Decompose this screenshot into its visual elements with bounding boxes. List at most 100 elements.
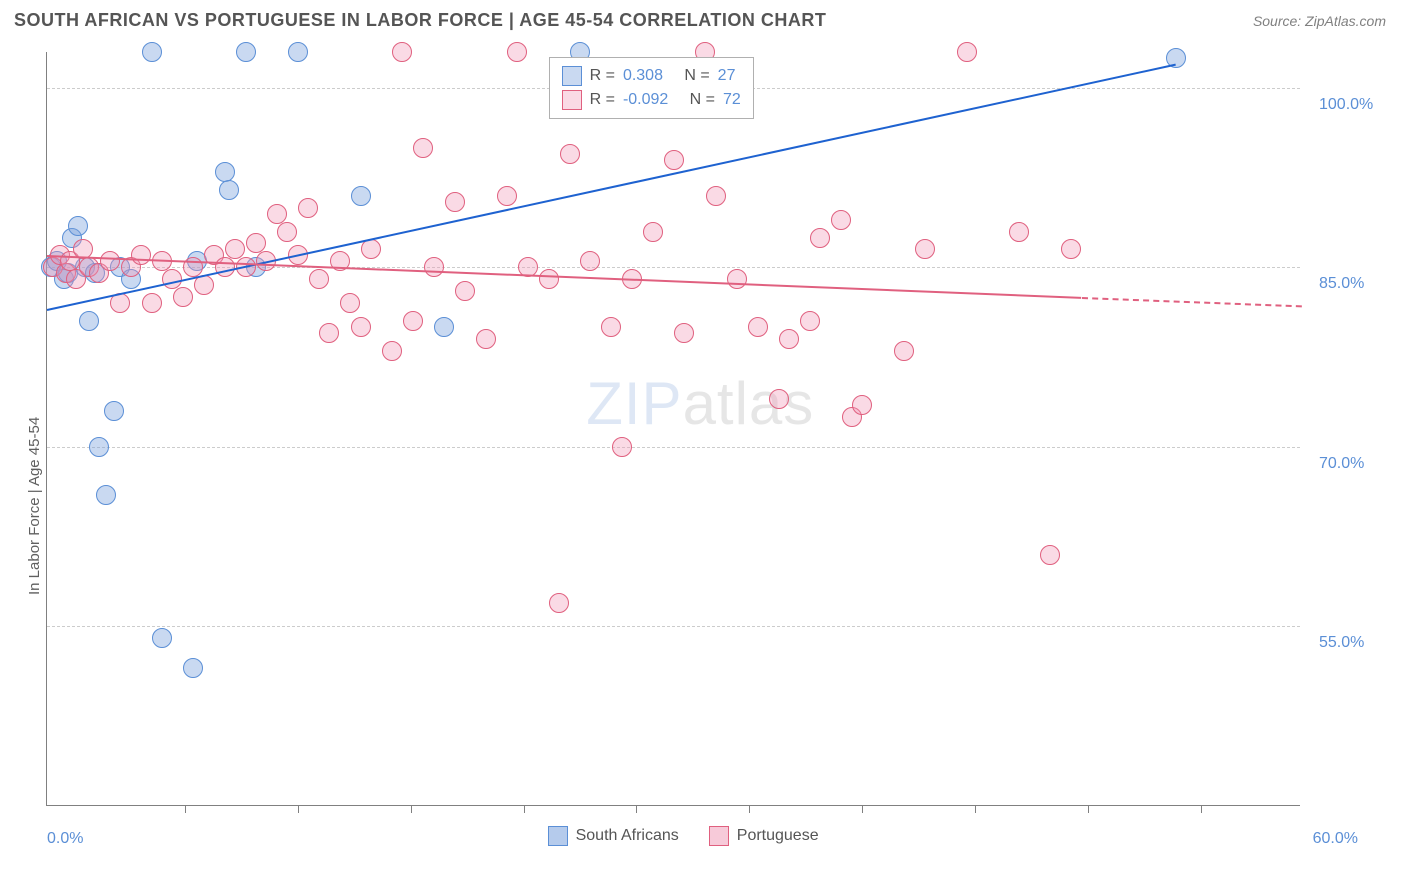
data-point	[225, 239, 245, 259]
data-point	[674, 323, 694, 343]
y-tick-label: 85.0%	[1319, 275, 1364, 293]
data-point	[319, 323, 339, 343]
data-point	[142, 42, 162, 62]
y-axis-title: In Labor Force | Age 45-54	[26, 417, 43, 595]
data-point	[131, 245, 151, 265]
data-point	[173, 287, 193, 307]
data-point	[183, 658, 203, 678]
legend-item: Portuguese	[709, 826, 819, 846]
legend-label: South Africans	[576, 827, 679, 845]
series-swatch	[562, 66, 582, 86]
data-point	[351, 186, 371, 206]
x-tick	[524, 805, 525, 813]
data-point	[413, 138, 433, 158]
data-point	[852, 395, 872, 415]
legend-item: South Africans	[548, 826, 679, 846]
stats-n-label: N =	[671, 67, 710, 85]
data-point	[580, 251, 600, 271]
data-point	[142, 293, 162, 313]
data-point	[539, 269, 559, 289]
series-swatch	[562, 90, 582, 110]
series-legend: South Africans Portuguese	[548, 826, 819, 846]
legend-label: Portuguese	[737, 827, 819, 845]
stats-r-label: R =	[590, 67, 615, 85]
stats-r-label: R =	[590, 91, 615, 109]
data-point	[246, 233, 266, 253]
data-point	[915, 239, 935, 259]
stats-r-value: -0.092	[623, 91, 668, 109]
stats-row: R = -0.092 N = 72	[562, 88, 741, 112]
x-tick	[1088, 805, 1089, 813]
data-point	[455, 281, 475, 301]
legend-swatch	[709, 826, 729, 846]
data-point	[549, 593, 569, 613]
x-tick	[298, 805, 299, 813]
data-point	[507, 42, 527, 62]
data-point	[560, 144, 580, 164]
stats-legend: R = 0.308 N = 27R = -0.092 N = 72	[549, 57, 754, 119]
data-point	[612, 437, 632, 457]
data-point	[309, 269, 329, 289]
plot-area: 100.0%85.0%70.0%55.0%0.0%60.0%ZIPatlasR …	[46, 52, 1300, 806]
data-point	[748, 317, 768, 337]
data-point	[1061, 239, 1081, 259]
data-point	[298, 198, 318, 218]
data-point	[382, 341, 402, 361]
data-point	[664, 150, 684, 170]
data-point	[1040, 545, 1060, 565]
chart-container: SOUTH AFRICAN VS PORTUGUESE IN LABOR FOR…	[0, 0, 1406, 892]
stats-r-value: 0.308	[623, 67, 663, 85]
y-tick-label: 55.0%	[1319, 634, 1364, 652]
header: SOUTH AFRICAN VS PORTUGUESE IN LABOR FOR…	[0, 0, 1406, 39]
x-axis-max-label: 60.0%	[1313, 830, 1358, 848]
data-point	[351, 317, 371, 337]
x-tick	[1201, 805, 1202, 813]
x-tick	[749, 805, 750, 813]
data-point	[403, 311, 423, 331]
data-point	[424, 257, 444, 277]
gridline	[47, 626, 1300, 627]
data-point	[497, 186, 517, 206]
gridline	[47, 447, 1300, 448]
y-tick-label: 70.0%	[1319, 455, 1364, 473]
stats-row: R = 0.308 N = 27	[562, 64, 741, 88]
data-point	[643, 222, 663, 242]
stats-n-label: N =	[676, 91, 715, 109]
x-axis-min-label: 0.0%	[47, 830, 83, 848]
data-point	[779, 329, 799, 349]
stats-n-value: 27	[718, 67, 736, 85]
trend-line	[1082, 297, 1302, 307]
data-point	[104, 401, 124, 421]
data-point	[277, 222, 297, 242]
stats-n-value: 72	[723, 91, 741, 109]
x-tick	[975, 805, 976, 813]
data-point	[267, 204, 287, 224]
x-tick	[862, 805, 863, 813]
data-point	[769, 389, 789, 409]
data-point	[89, 437, 109, 457]
data-point	[152, 628, 172, 648]
data-point	[361, 239, 381, 259]
data-point	[810, 228, 830, 248]
data-point	[236, 42, 256, 62]
data-point	[68, 216, 88, 236]
data-point	[288, 42, 308, 62]
data-point	[434, 317, 454, 337]
data-point	[601, 317, 621, 337]
data-point	[96, 485, 116, 505]
data-point	[476, 329, 496, 349]
data-point	[957, 42, 977, 62]
data-point	[340, 293, 360, 313]
data-point	[215, 257, 235, 277]
y-tick-label: 100.0%	[1319, 96, 1373, 114]
source-attribution: Source: ZipAtlas.com	[1253, 13, 1386, 29]
x-tick	[636, 805, 637, 813]
data-point	[79, 311, 99, 331]
data-point	[894, 341, 914, 361]
chart-title: SOUTH AFRICAN VS PORTUGUESE IN LABOR FOR…	[14, 10, 826, 31]
data-point	[800, 311, 820, 331]
data-point	[706, 186, 726, 206]
data-point	[100, 251, 120, 271]
x-tick	[185, 805, 186, 813]
data-point	[727, 269, 747, 289]
